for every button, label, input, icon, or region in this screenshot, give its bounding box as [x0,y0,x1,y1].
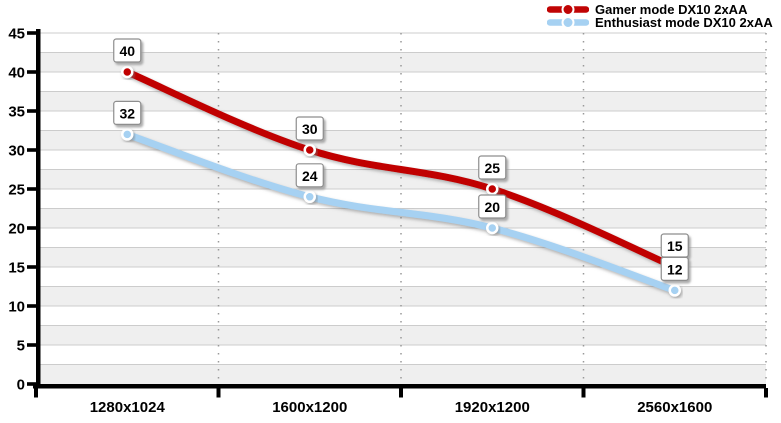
series-line-enthusiast [123,130,679,294]
data-point-label-gamer: 30 [295,116,324,141]
svg-text:24: 24 [302,168,318,184]
data-point-marker-enthusiast [121,128,134,141]
data-point-label-gamer: 40 [113,38,142,63]
y-axis-tick [27,187,37,191]
legend-label-enthusiast: Enthusiast mode DX10 2xAA [595,15,773,30]
series-line-gamer [123,68,679,271]
minor-band [40,169,766,189]
x-axis-tick [34,388,38,398]
minor-band [40,247,766,267]
x-axis-category-label: 1920x1200 [455,399,530,416]
data-point-label-enthusiast: 24 [295,163,324,188]
data-point-marker-gamer [303,143,316,157]
x-axis-tick [764,388,768,398]
minor-band [40,325,766,345]
y-axis-tick [27,70,37,74]
x-axis-category-label: 2560x1600 [637,399,712,416]
y-axis-tick [27,304,37,308]
svg-text:30: 30 [302,121,318,137]
svg-text:25: 25 [484,160,500,176]
legend-item-enthusiast: Enthusiast mode DX10 2xAA [546,15,773,30]
x-axis-category-label: 1600x1200 [272,399,347,416]
x-axis-tick [216,388,221,398]
y-axis-tick-label: 40 [8,65,25,82]
data-point-label-gamer: 25 [478,155,507,180]
y-axis-tick-label: 0 [17,377,25,394]
y-axis-tick-label: 45 [8,26,25,43]
y-axis [36,29,41,389]
data-point-marker-gamer [121,65,134,79]
chart-legend: Gamer mode DX10 2xAA Enthusiast mode DX1… [546,2,773,30]
y-axis-tick-label: 15 [8,260,25,277]
data-point-marker-gamer [486,182,499,196]
y-axis-tick-label: 5 [17,338,25,355]
data-point-marker-enthusiast [668,284,681,297]
data-point-label-gamer: 15 [660,233,689,258]
gamer-series-marker-icon [546,3,590,16]
y-axis-tick-label: 30 [8,143,25,160]
minor-band [40,286,766,306]
y-axis-tick [27,382,37,386]
y-axis-tick [27,148,37,152]
minor-band [40,364,766,384]
svg-text:32: 32 [119,105,135,121]
y-axis-tick-label: 20 [8,221,25,238]
y-axis-tick-label: 35 [8,104,25,121]
minor-band [40,91,766,111]
x-axis-tick [399,388,403,398]
data-point-marker-enthusiast [486,221,499,235]
x-axis [33,384,766,389]
y-axis-tick [27,109,37,113]
y-axis-tick-label: 25 [8,182,25,199]
svg-text:40: 40 [119,43,135,59]
enthusiast-series-marker-icon [546,16,590,29]
svg-text:15: 15 [667,238,683,254]
legend-item-gamer: Gamer mode DX10 2xAA [546,2,773,17]
svg-text:12: 12 [667,261,683,277]
data-point-label-enthusiast: 12 [660,256,689,281]
x-axis-tick [581,388,586,398]
x-axis-category-label: 1280x1024 [90,399,166,416]
data-point-label-enthusiast: 20 [478,194,507,219]
minor-band [40,52,766,72]
y-axis-tick [27,265,37,269]
y-axis-tick [27,31,37,35]
y-axis-tick [27,226,37,230]
svg-text:20: 20 [484,199,500,215]
data-point-label-enthusiast: 32 [113,100,142,126]
legend-label-gamer: Gamer mode DX10 2xAA [595,2,748,17]
y-axis-tick [27,343,37,347]
y-axis-tick-label: 10 [8,299,25,316]
data-point-marker-enthusiast [303,190,316,204]
minor-band [40,130,766,150]
